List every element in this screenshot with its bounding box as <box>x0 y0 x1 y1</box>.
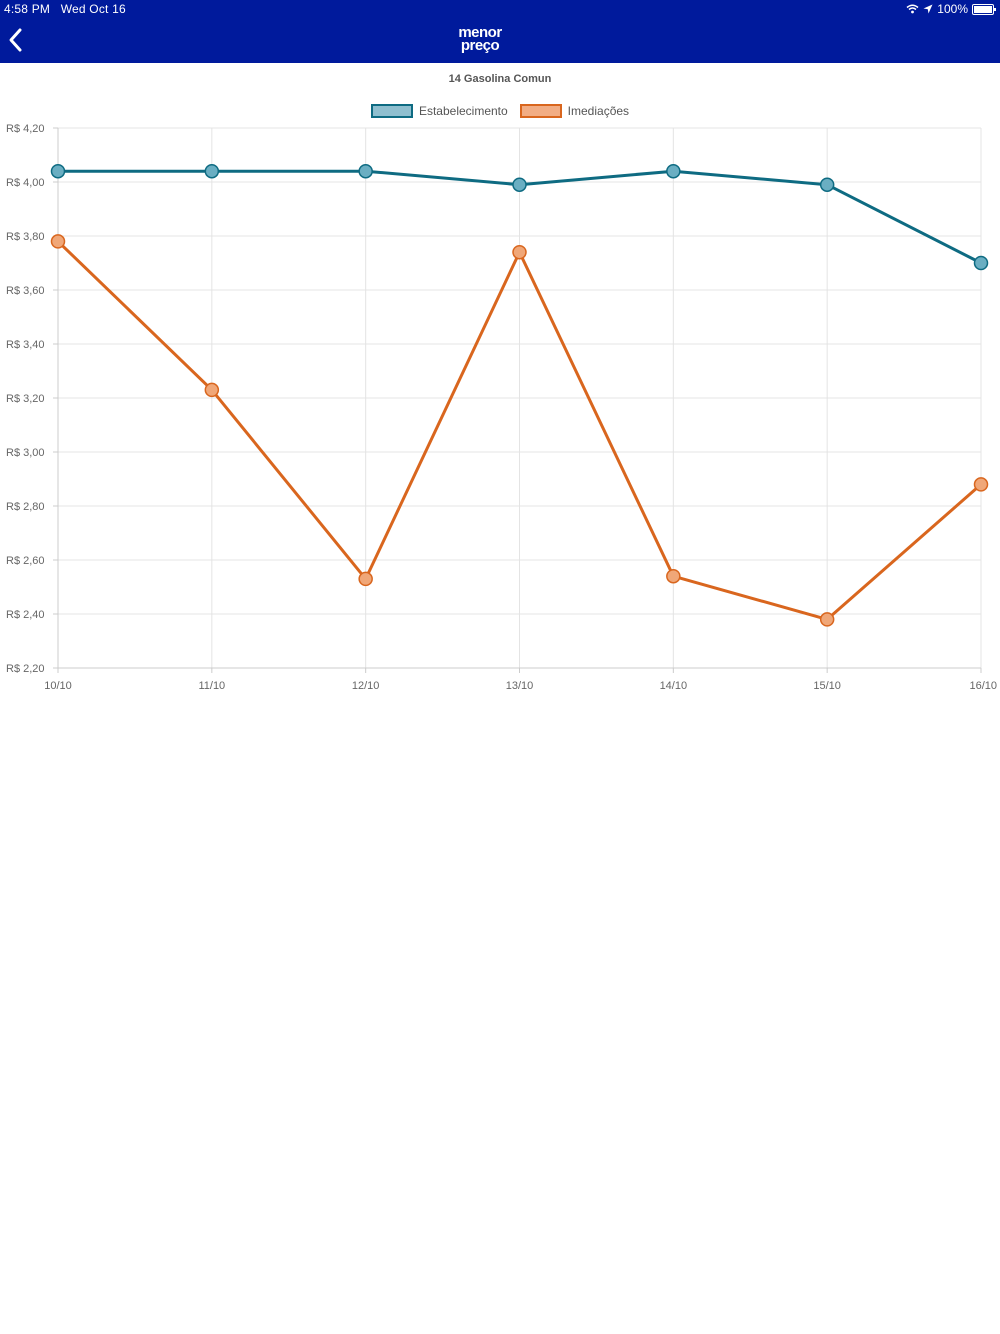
x-tick-label: 15/10 <box>813 680 841 692</box>
y-tick-label: R$ 2,20 <box>6 663 45 675</box>
y-tick-label: R$ 4,00 <box>6 177 45 189</box>
y-tick-label: R$ 3,80 <box>6 231 45 243</box>
data-point-imediacoes <box>512 244 527 260</box>
status-bar-right: 100% <box>906 2 996 16</box>
x-tick-label: 12/10 <box>352 680 380 692</box>
data-point-imediacoes <box>204 382 220 398</box>
x-tick-label: 13/10 <box>506 680 534 692</box>
x-tick-label: 14/10 <box>660 680 688 692</box>
data-point-imediacoes <box>358 571 373 587</box>
location-arrow-icon <box>923 4 933 14</box>
status-time: 4:58 PM <box>4 2 51 16</box>
data-point-estabelecimento <box>666 163 681 179</box>
data-point-imediacoes <box>973 477 989 492</box>
back-button[interactable] <box>4 26 28 56</box>
x-tick-label: 10/10 <box>44 680 72 692</box>
legend-item-estabelecimento[interactable]: Estabelecimento <box>370 104 508 118</box>
y-tick-label: R$ 2,60 <box>6 555 45 567</box>
status-date: Wed Oct 16 <box>60 2 126 16</box>
legend-swatch-imediacoes <box>519 104 562 118</box>
y-tick-label: R$ 2,40 <box>6 609 45 621</box>
data-point-imediacoes <box>50 234 66 249</box>
data-point-imediacoes <box>819 612 835 627</box>
data-point-estabelecimento <box>204 163 220 179</box>
legend-label-imediacoes: Imediações <box>567 104 630 118</box>
y-tick-label: R$ 2,80 <box>6 501 45 513</box>
chevron-left-icon <box>9 28 22 52</box>
logo-text-line1: menor <box>458 24 502 41</box>
battery-percent: 100% <box>937 2 968 16</box>
price-line-chart: R$ 4,20 R$ 4,00 R$ 3,80 R$ 3,60 R$ 3,40 R$ 3,… <box>6 123 997 692</box>
app-header: 4:58 PM Wed Oct 16 100% menor preço <box>0 0 1000 63</box>
data-point-estabelecimento <box>512 177 527 192</box>
legend-label-estabelecimento: Estabelecimento <box>418 104 508 118</box>
wifi-icon <box>906 4 919 14</box>
chart-title: 14 Gasolina Comun <box>448 73 552 85</box>
y-tick-label: R$ 3,60 <box>6 285 45 297</box>
y-tick-label: R$ 3,20 <box>6 393 45 405</box>
y-tick-label: R$ 3,00 <box>6 447 45 459</box>
logo-text-line2: preço <box>460 37 500 54</box>
data-point-estabelecimento <box>50 163 66 179</box>
legend-swatch-estabelecimento <box>370 104 413 118</box>
data-point-imediacoes <box>666 568 681 584</box>
battery-icon <box>972 3 996 15</box>
app-logo: menor preço <box>440 24 520 54</box>
y-tick-label: R$ 3,40 <box>6 339 45 351</box>
status-bar-left: 4:58 PM Wed Oct 16 <box>4 2 126 16</box>
data-point-estabelecimento <box>358 163 373 179</box>
legend-item-imediacoes[interactable]: Imediações <box>519 104 630 118</box>
data-point-estabelecimento <box>973 255 989 271</box>
x-tick-label: 11/10 <box>198 680 225 692</box>
y-tick-label: R$ 4,20 <box>6 123 45 135</box>
x-tick-label: 16/10 <box>969 680 997 692</box>
chart-legend: Estabelecimento Imediações <box>0 104 1000 118</box>
data-point-estabelecimento <box>819 177 835 192</box>
